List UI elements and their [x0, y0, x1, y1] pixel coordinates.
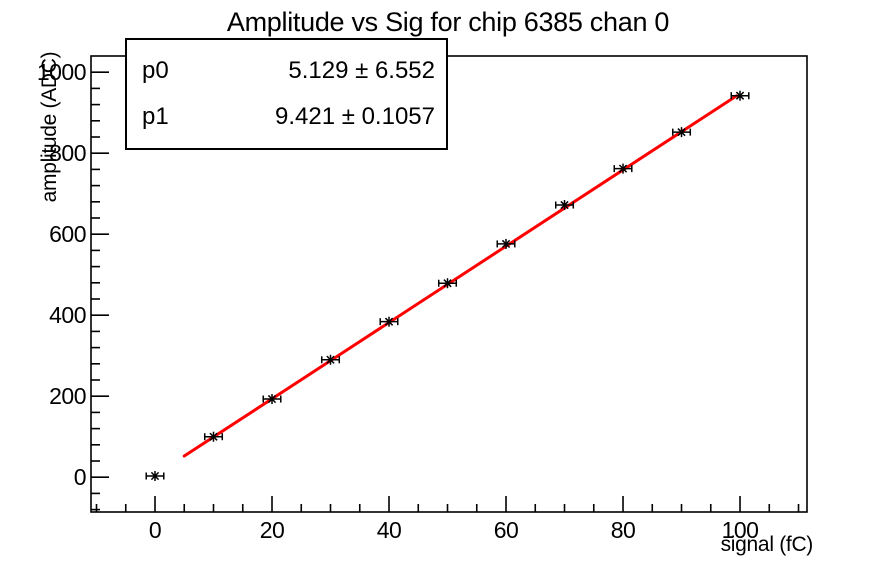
data-point-marker — [677, 128, 686, 137]
y-tick-label: 200 — [49, 383, 86, 409]
x-tick-label: 80 — [611, 517, 636, 543]
fit-line — [182, 94, 739, 458]
x-tick-label: 40 — [377, 517, 402, 543]
stat-row-p0: p0 5.129 ± 6.552 — [127, 57, 446, 85]
data-point-marker — [735, 91, 745, 100]
param-name-p1: p1 — [142, 102, 169, 130]
data-point-marker — [150, 471, 160, 481]
data-point-marker — [443, 279, 452, 288]
x-tick-label: 0 — [149, 517, 161, 543]
x-axis-title: signal (fC) — [720, 533, 814, 556]
data-point-marker — [267, 394, 277, 404]
plot-frame — [90, 55, 808, 513]
fit-stats-box: p0 5.129 ± 6.552 p1 9.421 ± 0.1057 — [125, 38, 448, 150]
data-point-marker — [501, 239, 511, 249]
y-tick-label: 400 — [49, 302, 86, 328]
param-name-p0: p0 — [142, 57, 169, 85]
data-point-marker — [560, 200, 569, 210]
data-point-marker — [326, 355, 335, 364]
data-point-marker — [209, 432, 218, 441]
chart-title: Amplitude vs Sig for chip 6385 chan 0 — [226, 7, 670, 37]
stat-row-p1: p1 9.421 ± 0.1057 — [127, 103, 446, 131]
data-point-marker — [618, 164, 628, 173]
y-axis-title: amplitude (ADC) — [38, 51, 61, 203]
param-value-p0: 5.129 ± 6.552 — [288, 57, 435, 85]
y-tick-label: 0 — [74, 464, 86, 490]
y-tick-label: 600 — [49, 221, 86, 247]
y-tick-label: 800 — [49, 140, 86, 166]
param-value-p1: 9.421 ± 0.1057 — [275, 102, 435, 130]
x-tick-label: 60 — [494, 517, 519, 543]
x-tick-label: 20 — [260, 517, 285, 543]
x-tick-label: 100 — [722, 517, 759, 543]
y-tick-label: 1000 — [37, 59, 86, 85]
data-point-marker — [384, 317, 394, 326]
